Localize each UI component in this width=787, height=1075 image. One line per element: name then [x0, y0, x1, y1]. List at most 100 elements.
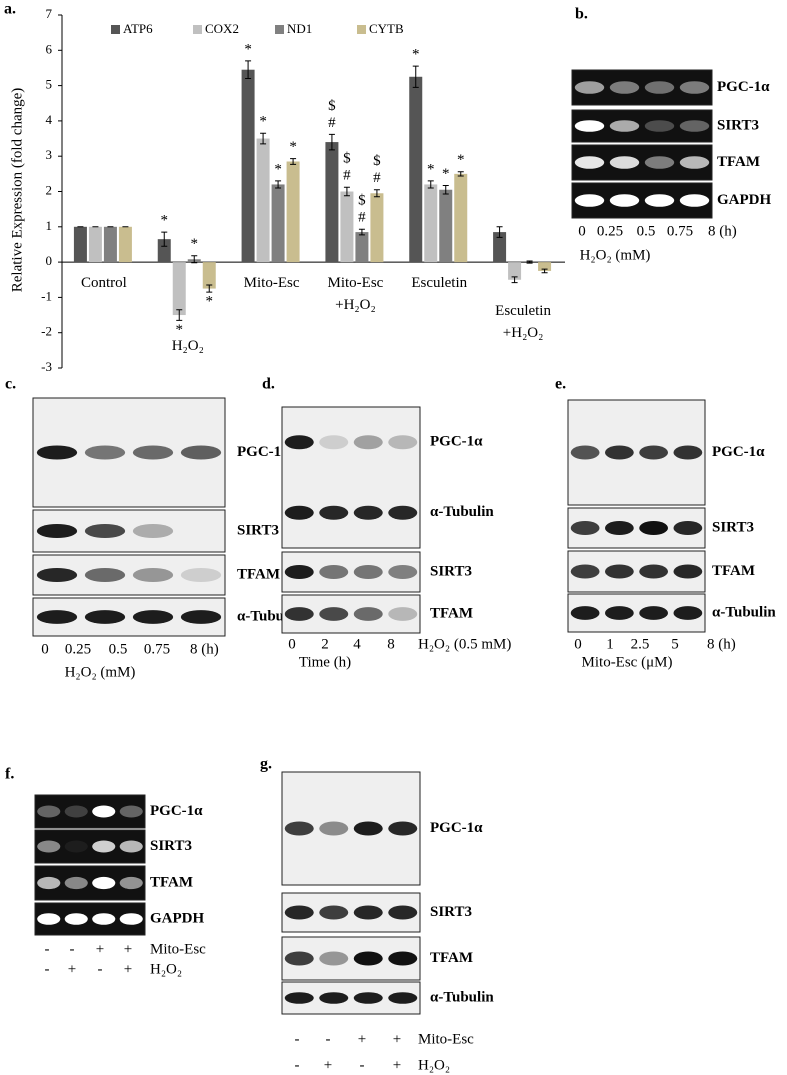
- treatment-name: Mito-Esc: [150, 941, 206, 957]
- blot-band: [388, 565, 418, 579]
- protein-label: PGC-1α: [717, 79, 770, 95]
- significance-mark: #: [343, 168, 351, 184]
- blot-band: [388, 905, 418, 920]
- significance-mark: *: [274, 161, 282, 177]
- treatment-name: Mito-Esc: [418, 1031, 474, 1047]
- treatment-name: H₂O₂: [150, 961, 182, 977]
- protein-label: TFAM: [430, 950, 473, 966]
- lane-label: 0: [288, 636, 296, 652]
- protein-label: α-Tubulin: [430, 504, 494, 520]
- blot-band: [644, 81, 675, 94]
- blot-band: [639, 606, 669, 620]
- blot-band: [84, 445, 126, 460]
- blot-band: [574, 120, 605, 132]
- blot-band: [37, 876, 61, 890]
- protein-label: SIRT3: [150, 838, 192, 854]
- error-bar: [442, 184, 449, 195]
- panel-label: g.: [260, 756, 272, 773]
- blot-band: [37, 913, 61, 925]
- lane-label: 0: [574, 636, 582, 652]
- y-tick-label: 0: [46, 253, 53, 268]
- blot-band: [319, 821, 349, 836]
- error-bar: [343, 186, 350, 197]
- blot-band: [388, 607, 418, 621]
- lane-note: H₂O₂ (0.5 mM): [418, 636, 511, 652]
- protein-label: TFAM: [237, 566, 280, 582]
- bar: [508, 262, 522, 280]
- bar: [409, 76, 423, 263]
- significance-mark: *: [427, 161, 435, 177]
- treatment-sign: -: [45, 941, 50, 957]
- blot-band: [132, 568, 174, 582]
- bar: [157, 239, 171, 263]
- blot-band: [570, 606, 600, 620]
- treatment-sign: +: [96, 941, 104, 957]
- lane-label: 1: [606, 636, 614, 652]
- blot-band: [319, 435, 349, 450]
- significance-mark: *: [457, 152, 465, 168]
- error-bar: [427, 180, 434, 189]
- error-bar: [191, 255, 198, 264]
- y-axis-title: Relative Expression (fold change): [9, 88, 25, 293]
- blot-band: [353, 992, 383, 1004]
- lane-label: 0.75: [667, 223, 693, 239]
- treatment-sign: +: [124, 961, 132, 977]
- lane-label: 2.5: [631, 636, 650, 652]
- significance-mark: *: [442, 166, 450, 182]
- error-bar: [328, 133, 335, 151]
- blot-band: [679, 81, 710, 94]
- error-bar: [290, 158, 297, 165]
- bar: [103, 226, 117, 263]
- legend-swatch: [193, 25, 202, 34]
- blot-band: [284, 505, 314, 520]
- bar: [286, 161, 300, 263]
- blot-band: [604, 521, 634, 535]
- lane-label: 0.5: [637, 223, 656, 239]
- blot-band: [673, 521, 703, 535]
- treatment-sign: +: [324, 1057, 332, 1073]
- bar: [454, 173, 468, 263]
- protein-label: TFAM: [150, 874, 193, 890]
- blot-band: [644, 120, 675, 132]
- lane-label: 0.25: [65, 641, 91, 657]
- lane-label: 0.5: [109, 641, 128, 657]
- bar: [355, 232, 369, 263]
- error-bar: [176, 309, 183, 321]
- bar: [202, 262, 216, 289]
- bar: [424, 184, 438, 263]
- treatment-sign: +: [68, 961, 76, 977]
- error-bar: [358, 228, 365, 236]
- panel-label: a.: [4, 1, 16, 18]
- bar: [439, 189, 453, 263]
- blot-band: [36, 610, 78, 624]
- treatment-name: H₂O₂: [418, 1057, 450, 1073]
- significance-mark: $: [373, 153, 381, 169]
- protein-label: PGC-1α: [712, 444, 765, 460]
- significance-mark: #: [328, 115, 336, 131]
- blot-band: [609, 156, 640, 169]
- blot-band: [353, 905, 383, 920]
- bar: [241, 69, 255, 263]
- category-label: H₂O₂: [171, 338, 204, 354]
- blot-band: [679, 194, 710, 207]
- significance-mark: *: [161, 213, 169, 229]
- blot-band: [284, 821, 314, 836]
- lane-label: 0: [41, 641, 49, 657]
- error-bar: [260, 132, 267, 145]
- protein-label: SIRT3: [712, 519, 754, 535]
- significance-mark: *: [244, 41, 252, 57]
- protein-label: TFAM: [712, 563, 755, 579]
- legend-swatch: [275, 25, 284, 34]
- protein-label: GAPDH: [150, 910, 204, 926]
- blot-band: [37, 840, 61, 853]
- blot-band: [284, 565, 314, 579]
- significance-mark: $: [328, 98, 336, 114]
- protein-label: PGC-1α: [430, 434, 483, 450]
- blot-band: [132, 524, 174, 538]
- blot-band: [673, 606, 703, 620]
- bar: [73, 226, 87, 263]
- blot-band: [574, 156, 605, 169]
- bar: [325, 142, 339, 263]
- blot-band: [574, 194, 605, 207]
